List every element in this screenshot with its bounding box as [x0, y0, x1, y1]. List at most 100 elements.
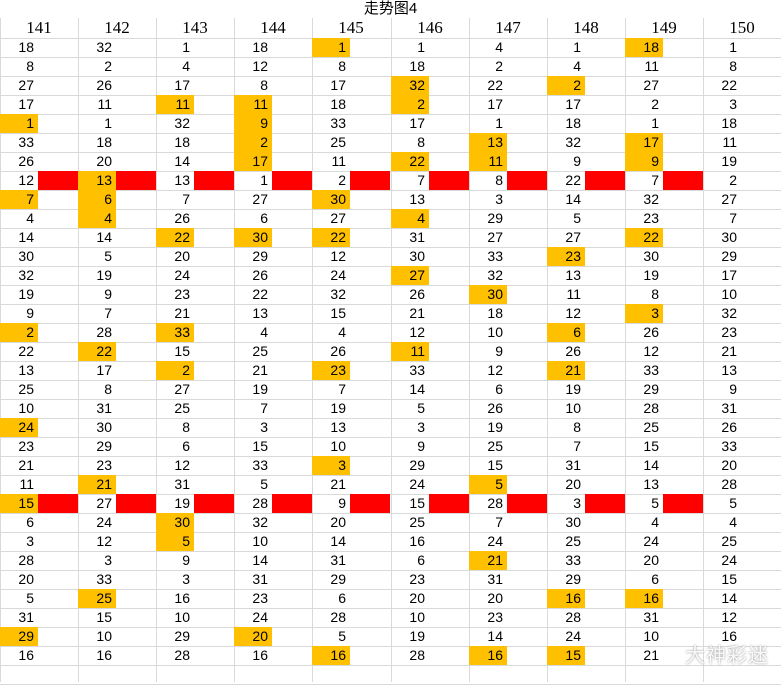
table-cell: 11: [469, 152, 507, 171]
red-bar: [194, 494, 234, 513]
table-cell: 21: [469, 551, 507, 570]
table-cell: 9: [495, 343, 503, 359]
table-cell: 7: [0, 190, 38, 209]
table-cell: 29: [96, 438, 112, 454]
table-cell: 23: [18, 438, 34, 454]
grid-line: [0, 399, 781, 400]
table-cell: 2: [495, 58, 503, 74]
table-cell: 31: [96, 400, 112, 416]
grid-line: [0, 133, 781, 134]
grid-line: [156, 18, 157, 682]
grid-line: [234, 18, 235, 682]
table-cell: 20: [643, 552, 659, 568]
table-cell: 26: [96, 77, 112, 93]
grid-line: [0, 608, 781, 609]
table-cell: 7: [729, 210, 737, 226]
table-cell: 13: [174, 172, 190, 188]
grid-line: [0, 589, 781, 590]
red-bar: [585, 494, 625, 513]
grid-line: [0, 361, 781, 362]
table-cell: 4: [391, 209, 429, 228]
table-cell: 32: [174, 115, 190, 131]
table-cell: 10: [174, 609, 190, 625]
table-cell: 17: [625, 133, 663, 152]
table-cell: 14: [565, 191, 581, 207]
table-cell: 7: [104, 305, 112, 321]
table-cell: 22: [312, 228, 350, 247]
table-cell: 17: [174, 77, 190, 93]
table-cell: 12: [487, 362, 503, 378]
table-cell: 18: [409, 58, 425, 74]
table-cell: 26: [409, 286, 425, 302]
table-cell: 31: [330, 552, 346, 568]
grid-line: [0, 57, 781, 58]
table-cell: 14: [330, 533, 346, 549]
table-cell: 13: [330, 419, 346, 435]
table-cell: 1: [573, 39, 581, 55]
table-cell: 13: [409, 191, 425, 207]
table-cell: 21: [721, 343, 737, 359]
table-cell: 33: [96, 571, 112, 587]
table-cell: 9: [26, 305, 34, 321]
table-cell: 3: [182, 571, 190, 587]
table-cell: 28: [174, 647, 190, 663]
table-cell: 5: [651, 495, 659, 511]
table-cell: 9: [234, 114, 272, 133]
table-cell: 30: [312, 190, 350, 209]
table-cell: 25: [78, 589, 116, 608]
table-cell: 14: [18, 229, 34, 245]
grid-line: [0, 418, 781, 419]
table-cell: 16: [174, 590, 190, 606]
table-cell: 30: [96, 419, 112, 435]
table-cell: 27: [174, 381, 190, 397]
table-cell: 3: [573, 495, 581, 511]
table-cell: 26: [721, 419, 737, 435]
table-cell: 14: [487, 628, 503, 644]
table-cell: 5: [338, 628, 346, 644]
table-cell: 19: [18, 286, 34, 302]
table-cell: 28: [330, 609, 346, 625]
table-cell: 12: [409, 324, 425, 340]
table-cell: 14: [96, 229, 112, 245]
table-cell: 6: [78, 190, 116, 209]
table-cell: 32: [721, 305, 737, 321]
table-cell: 12: [721, 609, 737, 625]
table-cell: 1: [104, 115, 112, 131]
table-cell: 31: [409, 229, 425, 245]
red-bar: [116, 494, 156, 513]
grid-line: [0, 551, 781, 552]
grid-line: [0, 171, 781, 172]
grid-line: [312, 18, 313, 682]
table-cell: 10: [96, 628, 112, 644]
table-cell: 29: [0, 627, 38, 646]
table-cell: 19: [643, 267, 659, 283]
table-cell: 7: [573, 438, 581, 454]
table-cell: 3: [417, 419, 425, 435]
table-cell: 28: [487, 495, 503, 511]
table-cell: 1: [260, 172, 268, 188]
table-cell: 13: [18, 362, 34, 378]
table-cell: 31: [721, 400, 737, 416]
table-cell: 19: [721, 153, 737, 169]
table-cell: 4: [260, 324, 268, 340]
table-cell: 14: [643, 457, 659, 473]
table-cell: 24: [252, 609, 268, 625]
table-cell: 6: [495, 381, 503, 397]
table-cell: 3: [104, 552, 112, 568]
table-cell: 24: [174, 267, 190, 283]
table-cell: 8: [573, 419, 581, 435]
table-cell: 15: [252, 438, 268, 454]
table-cell: 32: [487, 267, 503, 283]
table-cell: 31: [252, 571, 268, 587]
table-cell: 24: [721, 552, 737, 568]
table-cell: 20: [174, 248, 190, 264]
table-cell: 2: [729, 172, 737, 188]
table-cell: 5: [417, 400, 425, 416]
table-cell: 30: [156, 513, 194, 532]
table-cell: 26: [174, 210, 190, 226]
table-cell: 31: [174, 476, 190, 492]
table-cell: 30: [565, 514, 581, 530]
table-cell: 9: [104, 286, 112, 302]
table-cell: 3: [260, 419, 268, 435]
table-cell: 2: [234, 133, 272, 152]
